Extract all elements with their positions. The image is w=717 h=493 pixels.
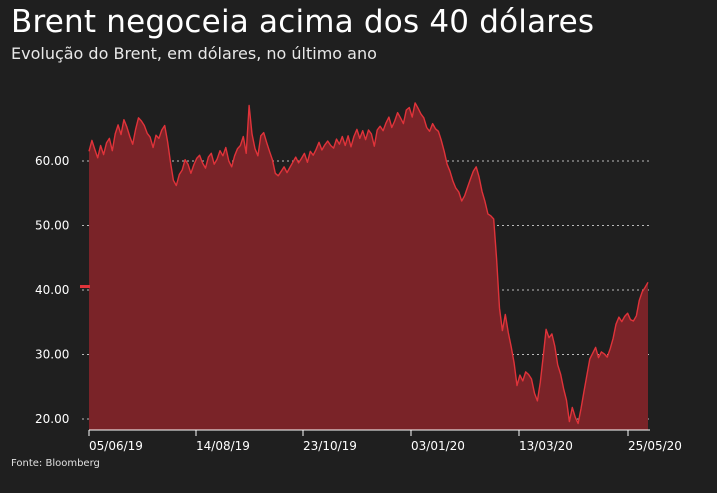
chart-subtitle: Evolução do Brent, em dólares, no último… [11,44,377,63]
y-tick-label: 50.00 [35,219,69,233]
x-tick-label: 23/10/19 [303,439,357,453]
y-axis: 20.00 30.00 40.00 50.00 60.00 [35,154,69,426]
y-tick-label: 40.00 [35,283,69,297]
y-tick-label: 60.00 [35,154,69,168]
y-tick-label: 20.00 [35,412,69,426]
chart-title: Brent negoceia acima dos 40 dólares [11,4,595,40]
x-tick-label: 03/01/20 [411,439,465,453]
x-axis: 05/06/19 14/08/19 23/10/19 03/01/20 13/03/20… [88,429,682,453]
price-line [88,102,649,425]
x-tick-label: 05/06/19 [89,439,143,453]
y-tick-label: 30.00 [35,348,69,362]
price-area [89,102,648,431]
x-tick-label: 13/03/20 [519,439,573,453]
x-tick-label: 25/05/20 [628,439,682,453]
x-tick-label: 14/08/19 [196,439,250,453]
source-note: Fonte: Bloomberg [11,458,100,469]
current-level-marker [80,285,90,288]
